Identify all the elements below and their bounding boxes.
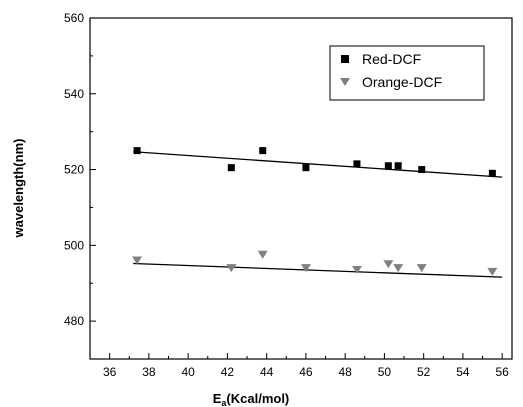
point-orange-dcf: [487, 267, 498, 276]
point-red-dcf: [384, 162, 392, 170]
legend-marker-orange-dcf: [340, 78, 350, 86]
point-orange-dcf: [257, 250, 268, 259]
tick-group: 36 38 40 42 44 46 48 50 52 54 56 480 500 520 540 560: [64, 11, 509, 379]
point-orange-dcf: [226, 264, 237, 273]
legend: Red-DCF Orange-DCF: [329, 45, 485, 101]
point-red-dcf: [353, 160, 361, 168]
point-orange-dcf: [393, 264, 404, 273]
x-axis-title: Ea(Kcal/mol): [213, 391, 290, 407]
fit-line-orange-dcf: [133, 262, 503, 278]
x-tick-label: 46: [299, 365, 313, 379]
point-orange-dcf: [300, 264, 311, 273]
point-red-dcf: [418, 166, 426, 174]
data-points: [132, 147, 498, 276]
point-orange-dcf: [383, 260, 394, 269]
y-tick-label: 540: [64, 87, 84, 101]
x-axis-title-main: E: [213, 391, 222, 406]
y-tick-label: 560: [64, 11, 84, 25]
legend-label-red-dcf: Red-DCF: [362, 51, 421, 67]
point-red-dcf: [133, 147, 141, 155]
point-red-dcf: [488, 169, 496, 177]
point-orange-dcf: [416, 264, 427, 273]
point-red-dcf: [259, 147, 267, 155]
fit-line-red-dcf: [133, 151, 503, 178]
point-red-dcf: [394, 162, 402, 170]
point-orange-dcf: [132, 256, 143, 265]
x-axis-title-rest: (Kcal/mol): [226, 391, 289, 406]
point-red-dcf: [302, 164, 310, 172]
x-axis-title-sub: a: [221, 398, 227, 407]
legend-marker-red-dcf: [341, 55, 349, 63]
x-tick-label: 50: [378, 365, 392, 379]
x-tick-label: 56: [496, 365, 510, 379]
y-tick-label: 500: [64, 238, 84, 252]
plot-frame: [89, 17, 513, 360]
point-red-dcf: [227, 164, 235, 172]
x-tick-label: 36: [103, 365, 117, 379]
y-tick-label: 480: [64, 314, 84, 328]
y-tick-label: 520: [64, 163, 84, 177]
x-tick-label: 48: [338, 365, 352, 379]
legend-box: [329, 45, 485, 101]
y-axis-title: wavelength(nm): [11, 139, 26, 239]
point-orange-dcf: [351, 265, 362, 274]
x-tick-label: 52: [417, 365, 431, 379]
legend-label-orange-dcf: Orange-DCF: [362, 74, 442, 90]
x-tick-label: 54: [456, 365, 470, 379]
x-tick-label: 42: [221, 365, 235, 379]
x-tick-label: 44: [260, 365, 274, 379]
x-tick-label: 38: [142, 365, 156, 379]
fit-lines: [133, 151, 503, 278]
x-tick-label: 40: [181, 365, 195, 379]
